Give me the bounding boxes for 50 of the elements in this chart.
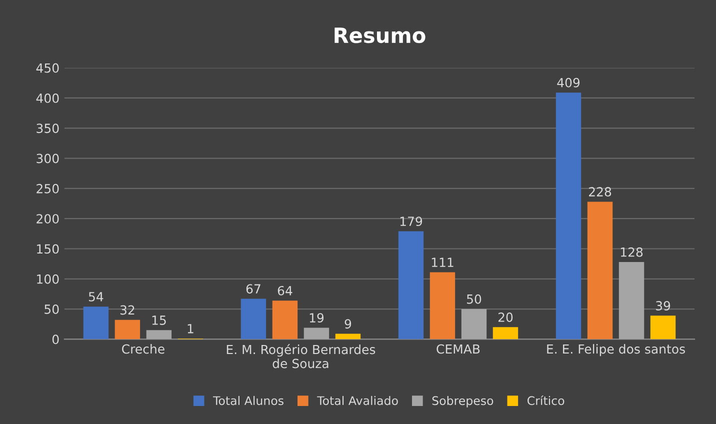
bar: [398, 231, 424, 340]
bar: [430, 272, 456, 340]
bar: [587, 202, 613, 340]
data-label: 32: [120, 305, 134, 315]
data-label: 409: [557, 78, 580, 88]
data-label: 1: [188, 324, 194, 334]
bar: [240, 298, 266, 340]
data-label: 64: [278, 286, 292, 296]
y-tick-label: 300: [36, 154, 59, 164]
data-label: 179: [400, 216, 422, 226]
bar: [618, 262, 644, 340]
x-tick-label: E. E. Felipe dos santos: [547, 344, 685, 356]
y-tick-label: 400: [36, 93, 59, 103]
data-label: 9: [344, 319, 352, 329]
y-tick-label: 100: [37, 274, 59, 284]
bar: [650, 316, 676, 340]
x-tick-label: Creche: [122, 344, 164, 354]
y-tick-label: 250: [36, 184, 59, 194]
bar: [461, 309, 487, 340]
y-tick-label: 150: [37, 244, 59, 254]
x-tick-label: CEMAB: [436, 344, 480, 354]
data-label: 50: [467, 294, 482, 304]
bar: [492, 327, 518, 340]
legend-label: Sobrepeso: [432, 396, 494, 408]
data-label: 67: [246, 284, 260, 294]
data-label: 111: [432, 258, 454, 267]
y-tick-label: 0: [52, 334, 59, 344]
data-label: 39: [656, 301, 670, 310]
bar: [335, 334, 361, 340]
legend-label: Total Alunos: [212, 396, 284, 406]
data-label: 128: [620, 247, 643, 257]
legend-label: Crítico: [527, 395, 564, 406]
bar: [146, 330, 172, 340]
bar: [114, 320, 140, 340]
legend-label: Total Avaliado: [317, 396, 398, 406]
bar: [304, 328, 330, 340]
data-label: 20: [498, 312, 513, 322]
bar: [556, 92, 582, 340]
y-tick-label: 50: [44, 304, 59, 314]
data-label: 228: [588, 187, 612, 197]
data-label: 15: [152, 316, 166, 325]
bar: [83, 306, 109, 340]
y-tick-label: 450: [36, 63, 59, 73]
bar: [272, 300, 298, 340]
data-label: 54: [88, 292, 104, 302]
x-tick-label: E. M. Rogério Bernardes de Souza: [226, 344, 376, 368]
y-tick-label: 200: [36, 214, 59, 224]
chart-title: Resumo: [334, 28, 426, 44]
y-tick-label: 350: [36, 124, 59, 134]
data-label: 19: [310, 313, 324, 323]
